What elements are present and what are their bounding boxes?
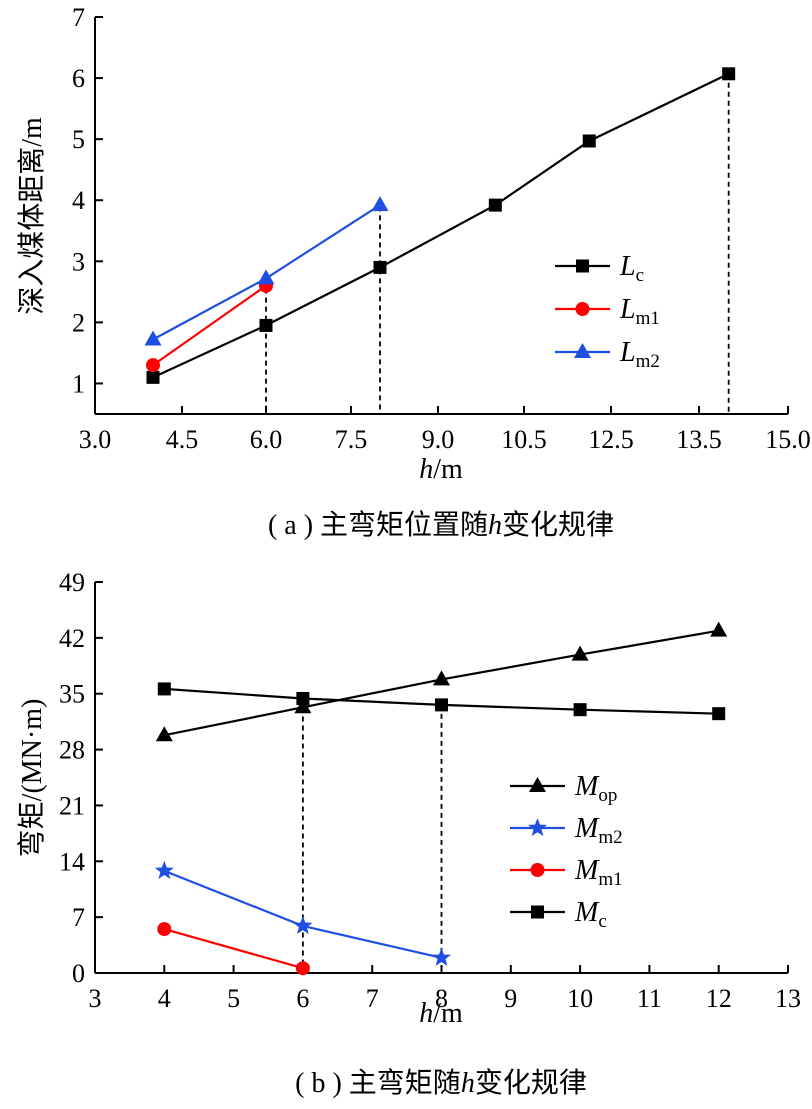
x-tick-label: 10.5 <box>501 425 547 454</box>
chart-panel-b: 0 7 14 21 28 35 42 49 3 4 5 6 7 8 9 10 11 12 13 h/m 弯矩/(MN·m… <box>16 568 801 1099</box>
point-Lm2 <box>144 330 162 346</box>
x-tick-label: 12.5 <box>588 425 634 454</box>
figure-caption: ( a ) 主弯矩位置随h变化规律 <box>268 509 614 541</box>
x-tick-label: 4.5 <box>166 425 199 454</box>
point-Mc <box>573 703 587 717</box>
point-Mm2 <box>154 860 174 879</box>
point-Lm2 <box>257 269 275 285</box>
y-tick-label: 7 <box>72 3 85 32</box>
legend-label-Mm2: Mm2 <box>574 813 623 848</box>
point-Mc <box>296 692 310 706</box>
point-Mop <box>710 621 728 637</box>
y-tick-label: 7 <box>72 903 85 932</box>
y-tick-label: 2 <box>72 308 85 337</box>
legend-label-Lm1: Lm1 <box>619 294 660 329</box>
y-tick-label: 21 <box>59 791 85 820</box>
point-Lc <box>373 260 387 274</box>
legend-marker-Lc <box>576 259 589 273</box>
y-tick-label: 42 <box>59 624 85 653</box>
legend-marker-Lm2 <box>574 343 591 358</box>
legend-label-Lc: Lc <box>619 251 644 286</box>
y-tick-label: 5 <box>72 125 85 154</box>
point-Lc <box>488 198 502 212</box>
x-axis-label: h/m <box>419 454 463 485</box>
x-tick-label: 11 <box>637 984 662 1013</box>
x-tick-label: 9.0 <box>422 425 455 454</box>
point-Mm2 <box>431 947 452 966</box>
point-Mop <box>433 670 450 686</box>
point-Mm2 <box>293 915 313 935</box>
point-Mc <box>435 698 448 712</box>
y-tick-label: 1 <box>72 369 85 398</box>
point-Mc <box>712 707 726 721</box>
x-tick-label: 3.0 <box>79 425 112 454</box>
legend-label-Lm2: Lm2 <box>619 337 660 372</box>
point-Lc <box>146 370 160 384</box>
chart-panel-a: 1 2 3 4 5 6 7 3.0 4.5 6.0 7.5 9.0 10.5 12.5 13.5 15.0 h/… <box>16 3 811 541</box>
legend-marker-Mm2 <box>527 818 548 837</box>
x-tick-label: 6 <box>296 984 309 1013</box>
x-tick-label: 3 <box>89 984 102 1013</box>
x-tick-label: 7 <box>366 984 379 1013</box>
legend-label-Mm1: Mm1 <box>574 855 623 890</box>
x-tick-label: 10 <box>567 984 593 1013</box>
series-line-Lm1 <box>152 284 267 367</box>
point-Lc <box>722 67 736 81</box>
point-Mop <box>155 726 173 742</box>
point-Lm1 <box>146 358 160 373</box>
legend-marker-Mc <box>531 905 544 919</box>
x-tick-label: 12 <box>706 984 732 1013</box>
y-tick-label: 3 <box>72 247 85 276</box>
point-Mop <box>571 645 589 661</box>
x-tick-label: 8 <box>435 984 448 1013</box>
y-tick-label: 4 <box>72 186 85 215</box>
legend-label-Mop: Mop <box>574 771 617 806</box>
legend-marker-Mm1 <box>530 863 545 877</box>
figure-caption: ( b ) 主弯矩随h变化规律 <box>295 1067 587 1099</box>
x-tick-label: 13 <box>775 984 801 1013</box>
x-tick-label: 15.0 <box>765 425 811 454</box>
y-tick-label: 0 <box>72 959 85 988</box>
series-line-Lc <box>152 72 730 379</box>
x-tick-label: 5 <box>227 984 240 1013</box>
x-tick-label: 13.5 <box>676 425 722 454</box>
point-Mm1 <box>157 922 172 937</box>
y-tick-label: 6 <box>72 64 85 93</box>
x-tick-label: 6.0 <box>250 425 283 454</box>
series-line-Mm1 <box>164 928 304 970</box>
y-axis-label: 深入煤体距离/m <box>16 117 48 315</box>
y-axis-label: 弯矩/(MN·m) <box>16 699 48 858</box>
y-tick-label: 49 <box>59 568 85 597</box>
y-tick-label: 28 <box>59 736 85 765</box>
point-Mm1 <box>295 961 310 976</box>
y-tick-label: 35 <box>59 680 85 709</box>
point-Mop <box>294 698 312 714</box>
x-axis-label: h/m <box>419 998 463 1029</box>
point-Mc <box>157 682 171 696</box>
x-tick-label: 4 <box>158 984 171 1013</box>
point-Lc <box>582 134 596 148</box>
y-tick-label: 14 <box>59 847 85 876</box>
x-tick-label: 9 <box>504 984 517 1013</box>
point-Lm2 <box>371 196 389 212</box>
legend-marker-Mop <box>529 777 546 792</box>
point-Lc <box>259 318 273 332</box>
legend-label-Mc: Mc <box>574 897 607 932</box>
legend-marker-Lm1 <box>575 302 590 316</box>
x-tick-label: 7.5 <box>335 425 368 454</box>
